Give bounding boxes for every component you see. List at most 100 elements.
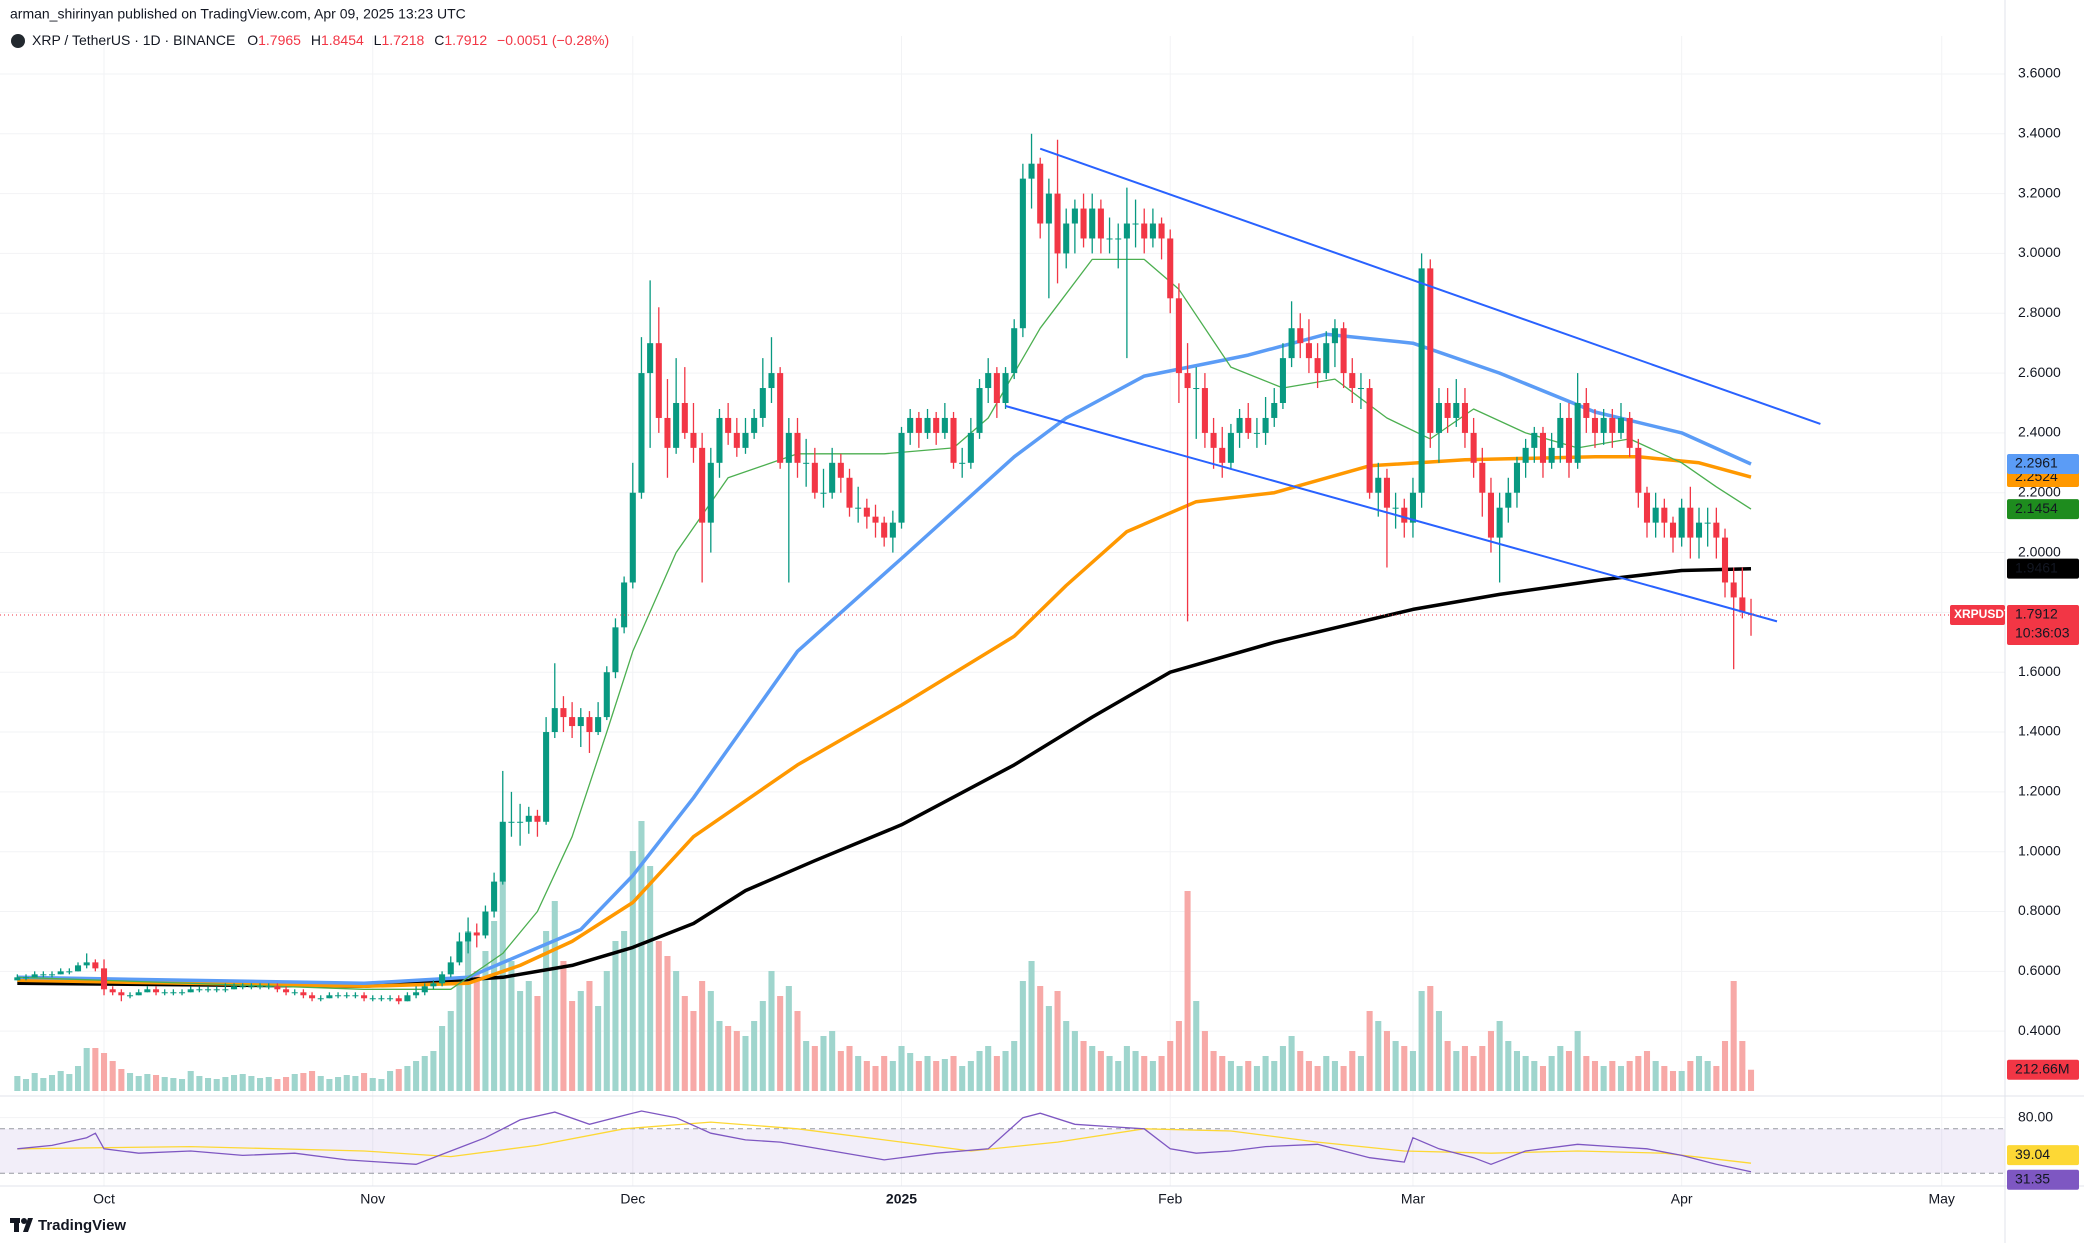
candle-body [205,989,212,991]
volume-bar [898,1046,905,1091]
volume-bar [1470,1056,1477,1091]
ticker-tag-bg [1950,605,2005,626]
change: −0.0051 (−0.28%) [497,32,609,48]
volume-bar [152,1075,160,1091]
candle-body [1591,417,1599,433]
volume-bar [837,1051,844,1091]
candle-body [1305,343,1312,359]
candle-body [1149,223,1156,239]
rsi-tag-bg [2007,1169,2079,1190]
candle-body [352,995,359,997]
candle-body [40,974,47,976]
volume-bar [1730,981,1737,1091]
volume-bar [335,1077,342,1091]
candle-body [1288,328,1295,359]
candle-body [595,717,602,733]
candle-body [759,388,766,418]
candle-body [1635,447,1642,493]
candle-body [655,343,662,418]
volume-bar [1262,1056,1269,1091]
volume-bar [291,1074,298,1091]
candle-body [1037,163,1044,224]
volume-bar [1418,991,1425,1091]
candle-body [1652,507,1659,523]
symbol-icon [11,34,25,48]
candle-body [855,507,862,509]
volume-bar [1167,1041,1174,1091]
candle-body [283,989,290,993]
candle-body [1661,507,1668,523]
candle-body [1392,507,1399,509]
candle-body [673,402,680,448]
volume-bar [257,1078,264,1091]
candle-body [647,343,654,374]
candle-body [1721,537,1729,583]
open-value: 1.7965 [258,32,301,48]
volume-bar [378,1079,385,1091]
candle-body [300,992,307,996]
y-tick-label: 2.2000 [2018,483,2061,499]
volume-bar [413,1061,420,1091]
candle-body [1695,522,1703,538]
volume-bar [950,1056,957,1091]
candle-body [751,417,758,433]
candle-body [889,522,896,538]
candle-body [161,992,168,994]
volume-bar [629,851,636,1091]
candle-body [482,911,489,936]
volume-bar [118,1069,125,1091]
y-tick-label: 0.6000 [2018,962,2061,978]
candle-body [1115,238,1122,240]
volume-layer [14,821,1755,1091]
candle-body [57,971,64,975]
volume-bar [1019,981,1026,1091]
candle-body [179,992,186,994]
candle-body [1357,388,1364,390]
rsi-line [17,1110,1752,1173]
volume-bar [577,991,584,1091]
volume-bar [1375,1021,1382,1091]
candle-body [118,992,125,996]
candle-body [1375,477,1382,493]
candle-body [924,417,931,433]
candle-body [1184,373,1191,389]
candle-body [1193,388,1200,390]
volume-bar [1383,1031,1390,1091]
volume-bar [283,1077,290,1091]
candle-body [491,881,498,912]
volume-bar [707,991,714,1091]
rsi-tag: 31.35 [2015,1170,2050,1186]
volume-bar [872,1066,879,1091]
volume-bar [569,1001,576,1091]
volume-bar [1635,1056,1642,1091]
x-tick-label: Oct [93,1191,115,1207]
y-tick-label: 3.2000 [2018,184,2061,200]
candle-body [811,462,818,493]
candle-body [1106,238,1113,240]
volume-bar [985,1046,992,1091]
volume-bar [205,1078,212,1091]
volume-bar [1011,1041,1018,1091]
volume-bar [447,1011,454,1091]
volume-bar [1487,1031,1494,1091]
volume-bar [517,991,524,1091]
volume-bar [482,951,489,1091]
volume-bar [777,996,784,1091]
publish-info: arman_shirinyan published on TradingView… [10,6,466,22]
candle-body [1071,208,1078,224]
volume-bar [1201,1031,1208,1091]
y-tick-label: 2.6000 [2018,364,2061,380]
price-tag-bg [2007,605,2079,646]
logo-part [23,1218,33,1232]
volume-bar [915,1061,922,1091]
candle-body [1522,447,1529,463]
volume-bar [265,1077,272,1091]
candle-body [863,507,870,517]
candle-layer [14,133,1755,1005]
candle-body [74,965,82,972]
volume-bar [716,1021,723,1091]
volume-bar [1002,1051,1009,1091]
volume-bar [1739,1041,1746,1091]
volume-bar [993,1056,1000,1091]
candle-body [1236,417,1243,433]
